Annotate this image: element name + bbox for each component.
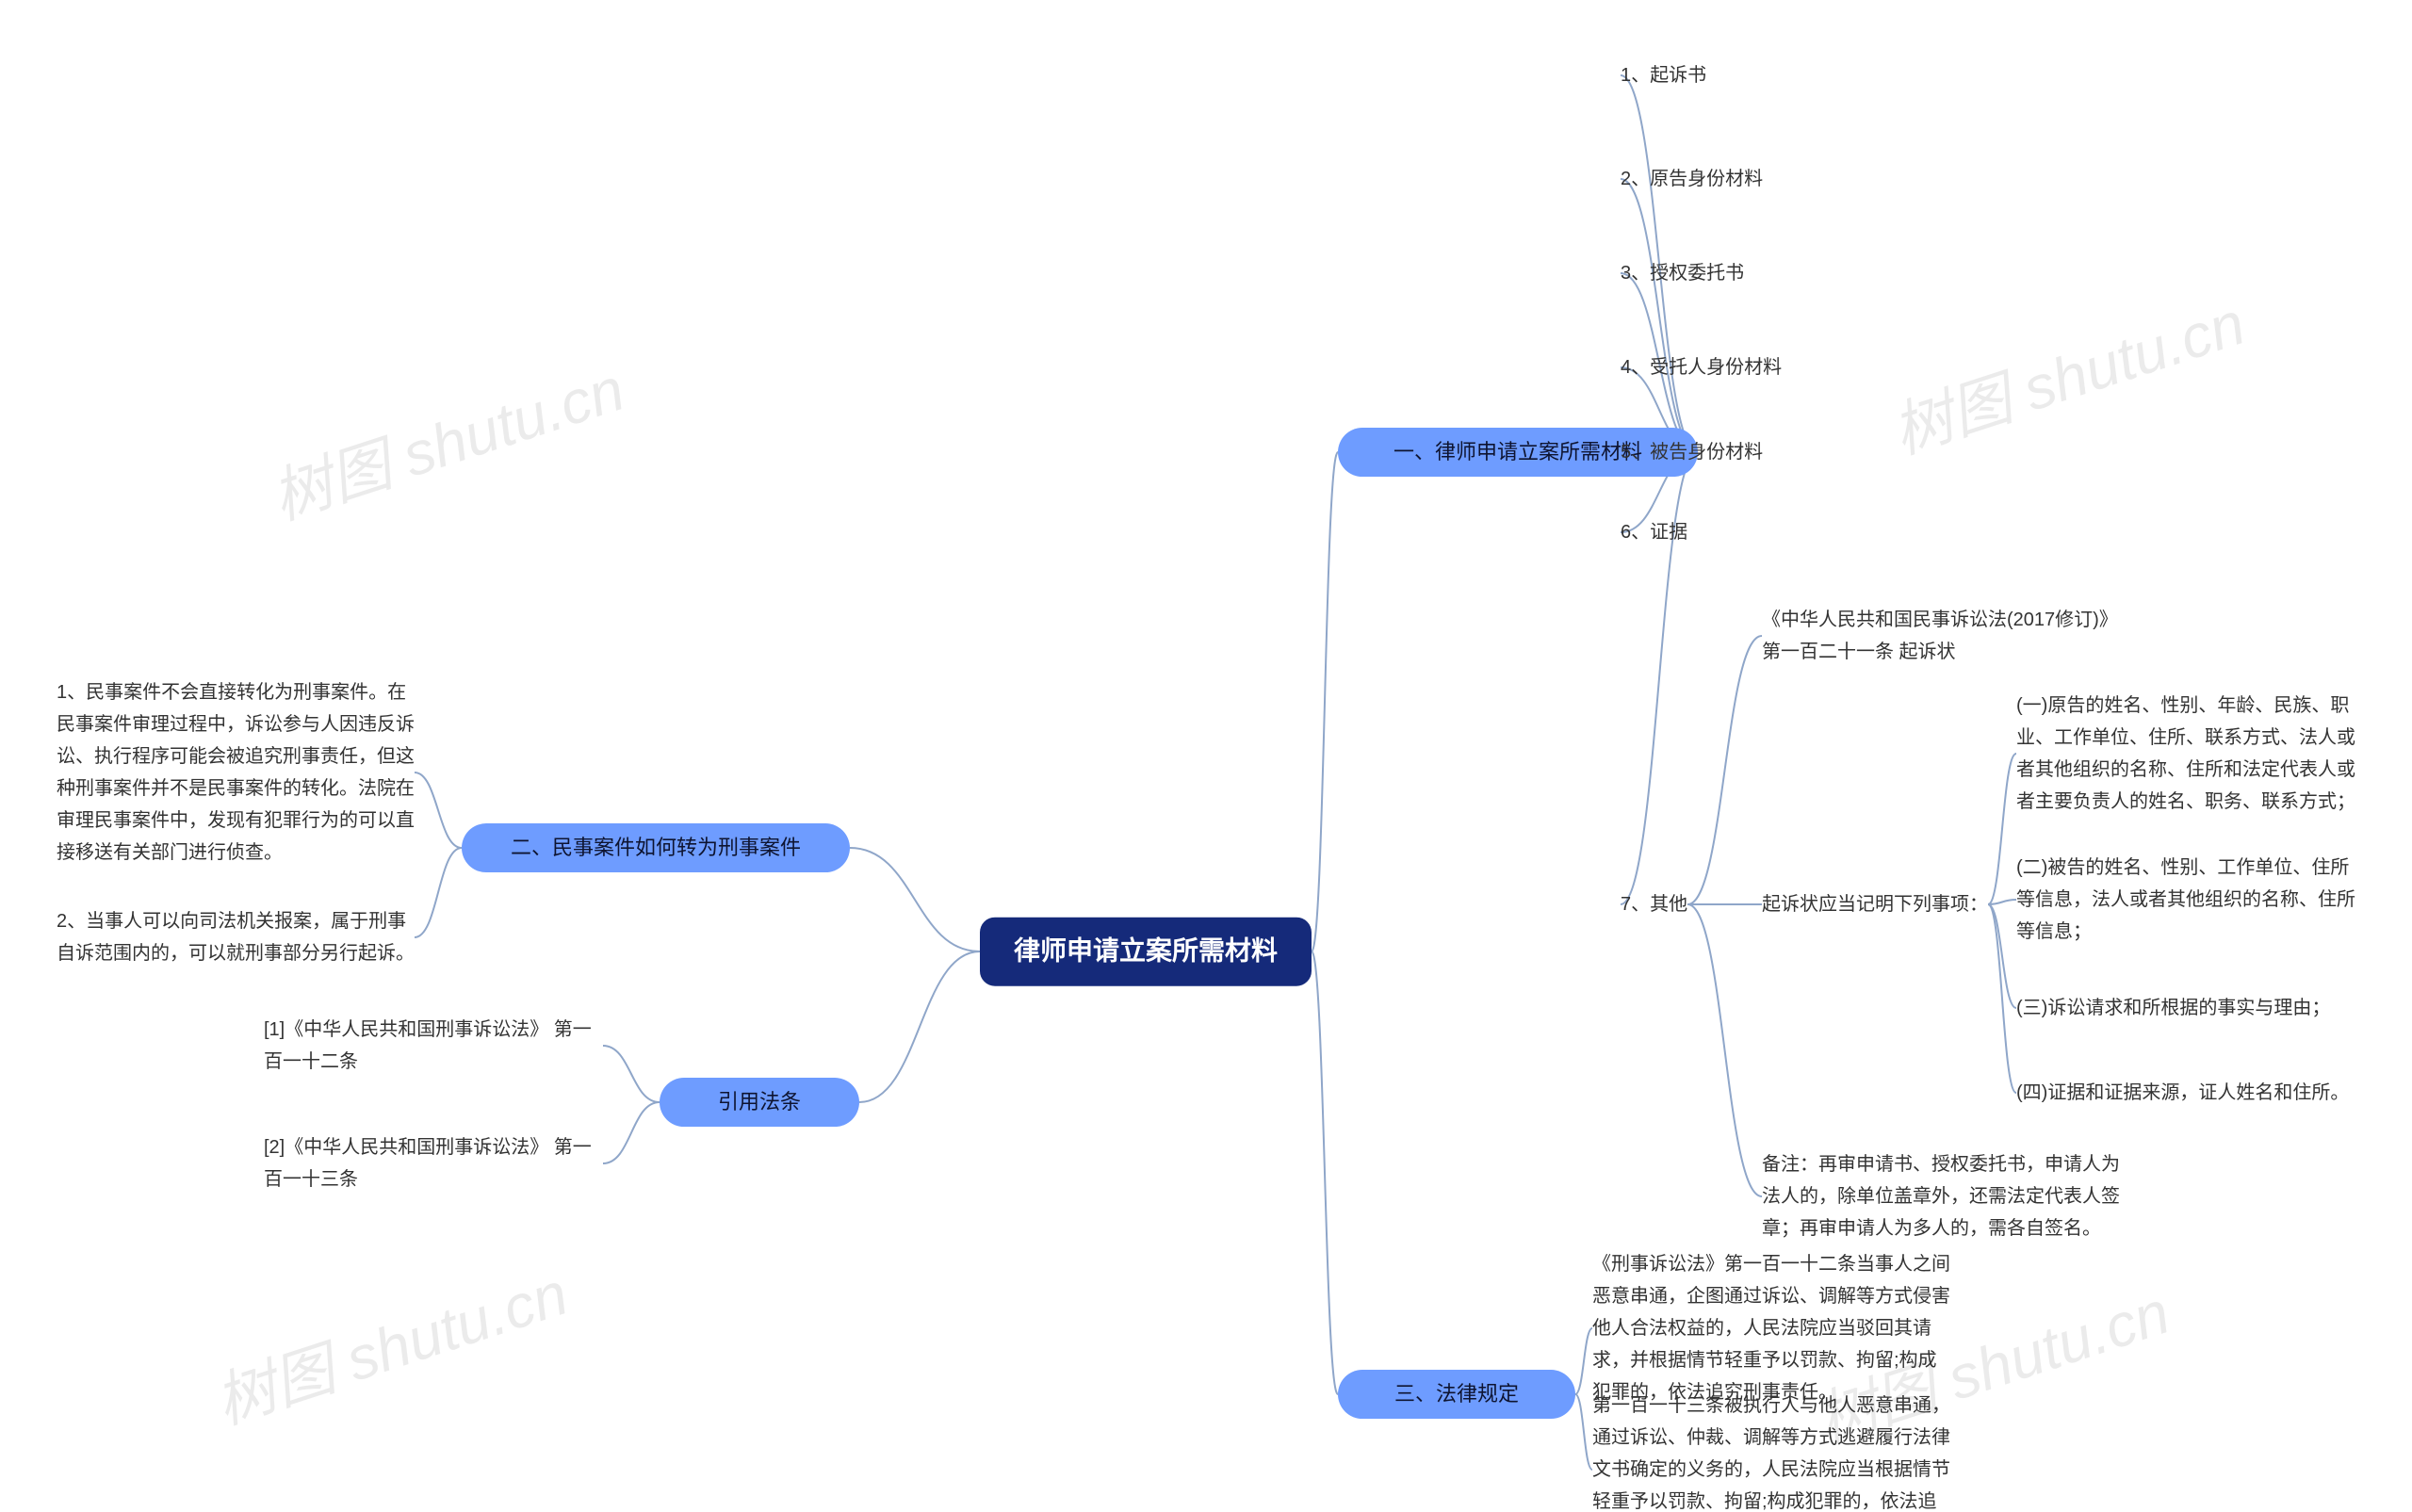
leaf-b3-2: 第一百一十三条被执行人与他人恶意串通，通过诉讼、仲裁、调解等方式逃避履行法律文书… <box>1592 1390 1950 1512</box>
leaf-b4-2-label: [2]《中华人民共和国刑事诉讼法》 第一百一十三条 <box>264 1131 603 1195</box>
watermark-0: 树图 shutu.cn <box>259 341 633 536</box>
branch-b4-label: 引用法条 <box>660 1078 859 1127</box>
branch-b3: 三、法律规定 <box>1338 1370 1575 1419</box>
leaf-b1-7-2-1-label: (一)原告的姓名、性别、年龄、民族、职业、工作单位、住所、联系方式、法人或者其他… <box>2016 690 2355 818</box>
root-node: 律师申请立案所需材料 <box>980 918 1312 986</box>
leaf-b1-3-label: 3、授权委托书 <box>1621 257 1744 289</box>
leaf-b1-1-label: 1、起诉书 <box>1621 59 1706 91</box>
root-node-label: 律师申请立案所需材料 <box>980 918 1312 986</box>
leaf-b1-5: 5、被告身份材料 <box>1621 436 1763 468</box>
leaf-b1-7-1: 《中华人民共和国民事诉讼法(2017修订)》第一百二十一条 起诉状 <box>1762 604 2120 668</box>
leaf-b1-6: 6、证据 <box>1621 516 1687 548</box>
leaf-b1-4: 4、受托人身份材料 <box>1621 351 1782 383</box>
branch-b2-label: 二、民事案件如何转为刑事案件 <box>462 823 850 872</box>
leaf-b4-1-label: [1]《中华人民共和国刑事诉讼法》 第一百一十二条 <box>264 1014 603 1078</box>
leaf-b1-5-label: 5、被告身份材料 <box>1621 436 1763 468</box>
leaf-b1-2: 2、原告身份材料 <box>1621 163 1763 195</box>
leaf-b1-7-3-label: 备注：再审申请书、授权委托书，申请人为法人的，除单位盖章外，还需法定代表人签章；… <box>1762 1148 2120 1244</box>
leaf-b1-4-label: 4、受托人身份材料 <box>1621 351 1782 383</box>
leaf-b3-2-label: 第一百一十三条被执行人与他人恶意串通，通过诉讼、仲裁、调解等方式逃避履行法律文书… <box>1592 1390 1950 1512</box>
leaf-b1-7-2-2: (二)被告的姓名、性别、工作单位、住所等信息，法人或者其他组织的名称、住所等信息… <box>2016 852 2355 948</box>
leaf-b2-2: 2、当事人可以向司法机关报案，属于刑事自诉范围内的，可以就刑事部分另行起诉。 <box>57 905 415 969</box>
leaf-b1-1: 1、起诉书 <box>1621 59 1706 91</box>
leaf-b1-7-2-4-label: (四)证据和证据来源，证人姓名和住所。 <box>2016 1077 2349 1109</box>
leaf-b1-7-2-1: (一)原告的姓名、性别、年龄、民族、职业、工作单位、住所、联系方式、法人或者其他… <box>2016 690 2355 818</box>
leaf-b1-7-2-3-label: (三)诉讼请求和所根据的事实与理由； <box>2016 992 2330 1024</box>
leaf-b4-2: [2]《中华人民共和国刑事诉讼法》 第一百一十三条 <box>264 1131 603 1195</box>
branch-b2: 二、民事案件如何转为刑事案件 <box>462 823 850 872</box>
leaf-b1-2-label: 2、原告身份材料 <box>1621 163 1763 195</box>
watermark-1: 树图 shutu.cn <box>1880 275 2254 470</box>
leaf-b1-7-3: 备注：再审申请书、授权委托书，申请人为法人的，除单位盖章外，还需法定代表人签章；… <box>1762 1148 2120 1244</box>
branch-b4: 引用法条 <box>660 1078 859 1127</box>
leaf-b3-1-label: 《刑事诉讼法》第一百一十二条当事人之间恶意串通，企图通过诉讼、调解等方式侵害他人… <box>1592 1248 1950 1408</box>
leaf-b1-3: 3、授权委托书 <box>1621 257 1744 289</box>
leaf-b3-1: 《刑事诉讼法》第一百一十二条当事人之间恶意串通，企图通过诉讼、调解等方式侵害他人… <box>1592 1248 1950 1408</box>
leaf-b1-7-2-2-label: (二)被告的姓名、性别、工作单位、住所等信息，法人或者其他组织的名称、住所等信息… <box>2016 852 2355 948</box>
leaf-b1-7-2-label: 起诉状应当记明下列事项： <box>1762 888 1988 920</box>
leaf-b1-7-2-3: (三)诉讼请求和所根据的事实与理由； <box>2016 992 2330 1024</box>
leaf-b1-7-1-label: 《中华人民共和国民事诉讼法(2017修订)》第一百二十一条 起诉状 <box>1762 604 2120 668</box>
leaf-b2-1-label: 1、民事案件不会直接转化为刑事案件。在民事案件审理过程中，诉讼参与人因违反诉讼、… <box>57 676 415 869</box>
leaf-b2-1: 1、民事案件不会直接转化为刑事案件。在民事案件审理过程中，诉讼参与人因违反诉讼、… <box>57 676 415 869</box>
leaf-b1-7-label: 7、其他 <box>1621 888 1687 920</box>
leaf-b1-7: 7、其他 <box>1621 888 1687 920</box>
leaf-b1-7-2: 起诉状应当记明下列事项： <box>1762 888 1988 920</box>
leaf-b2-2-label: 2、当事人可以向司法机关报案，属于刑事自诉范围内的，可以就刑事部分另行起诉。 <box>57 905 415 969</box>
watermark-2: 树图 shutu.cn <box>203 1245 577 1440</box>
leaf-b1-7-2-4: (四)证据和证据来源，证人姓名和住所。 <box>2016 1077 2349 1109</box>
mindmap-stage: 律师申请立案所需材料一、律师申请立案所需材料1、起诉书2、原告身份材料3、授权委… <box>0 0 2412 1512</box>
branch-b3-label: 三、法律规定 <box>1338 1370 1575 1419</box>
leaf-b1-6-label: 6、证据 <box>1621 516 1687 548</box>
leaf-b4-1: [1]《中华人民共和国刑事诉讼法》 第一百一十二条 <box>264 1014 603 1078</box>
